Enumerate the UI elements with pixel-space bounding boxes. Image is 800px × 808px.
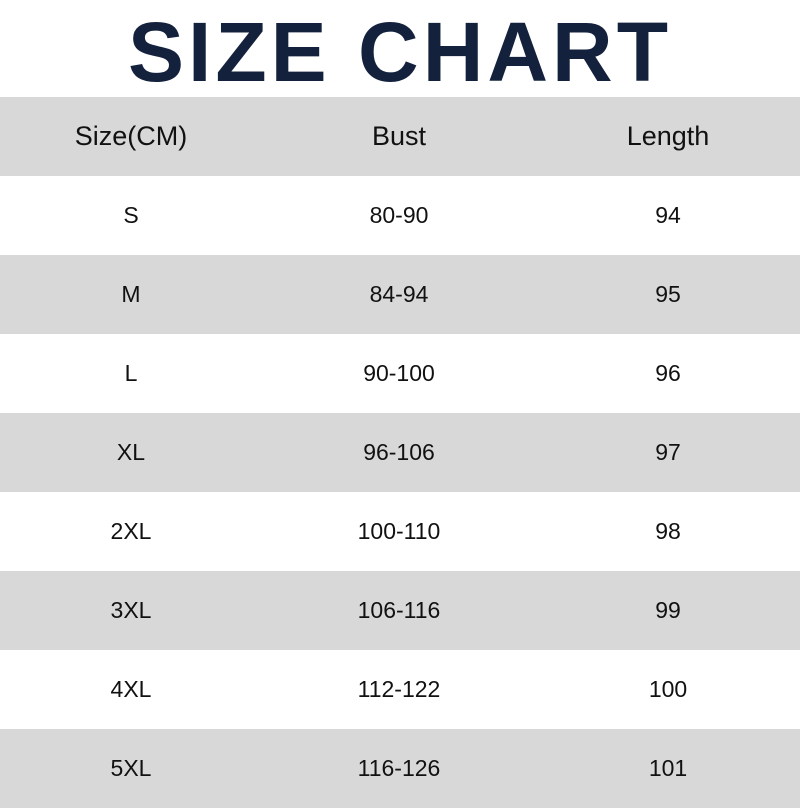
table-row: L 90-100 96 — [0, 334, 800, 413]
cell-size: 5XL — [110, 755, 152, 781]
cell-size: 3XL — [110, 597, 152, 623]
cell-bust: 112-122 — [357, 676, 441, 702]
cell-length: 97 — [655, 439, 681, 465]
cell-size: M — [121, 281, 141, 307]
header-length: Length — [626, 121, 710, 151]
cell-bust: 116-126 — [357, 755, 441, 781]
cell-size: L — [124, 360, 138, 386]
cell-length: 99 — [655, 597, 681, 623]
cell-bust: 80-90 — [369, 202, 429, 228]
table-row: S 80-90 94 — [0, 176, 800, 255]
table-row: 4XL 112-122 100 — [0, 650, 800, 729]
table-row: XL 96-106 97 — [0, 413, 800, 492]
table-row: 5XL 116-126 101 — [0, 729, 800, 808]
table-header: Size(CM) Bust Length — [0, 97, 800, 176]
cell-size: XL — [116, 439, 146, 465]
cell-bust: 106-116 — [357, 597, 441, 623]
cell-size: S — [123, 202, 139, 228]
cell-length: 98 — [655, 518, 681, 544]
cell-bust: 84-94 — [369, 281, 429, 307]
cell-bust: 90-100 — [363, 360, 435, 386]
header-size: Size(CM) — [74, 121, 188, 151]
table-row: 2XL 100-110 98 — [0, 492, 800, 571]
cell-length: 96 — [655, 360, 681, 386]
size-table: Size(CM) Bust Length S 80-90 94 M 84-94 95 L 90… — [0, 97, 800, 808]
cell-size: 2XL — [110, 518, 152, 544]
cell-length: 95 — [655, 281, 681, 307]
cell-length: 94 — [655, 202, 681, 228]
cell-length: 101 — [648, 755, 688, 781]
cell-bust: 96-106 — [363, 439, 435, 465]
cell-length: 100 — [648, 676, 688, 702]
header-bust: Bust — [371, 121, 427, 151]
cell-size: 4XL — [110, 676, 152, 702]
table-row: M 84-94 95 — [0, 255, 800, 334]
table-row: 3XL 106-116 99 — [0, 571, 800, 650]
page-title: SIZE CHART — [128, 4, 672, 99]
cell-bust: 100-110 — [357, 518, 441, 544]
